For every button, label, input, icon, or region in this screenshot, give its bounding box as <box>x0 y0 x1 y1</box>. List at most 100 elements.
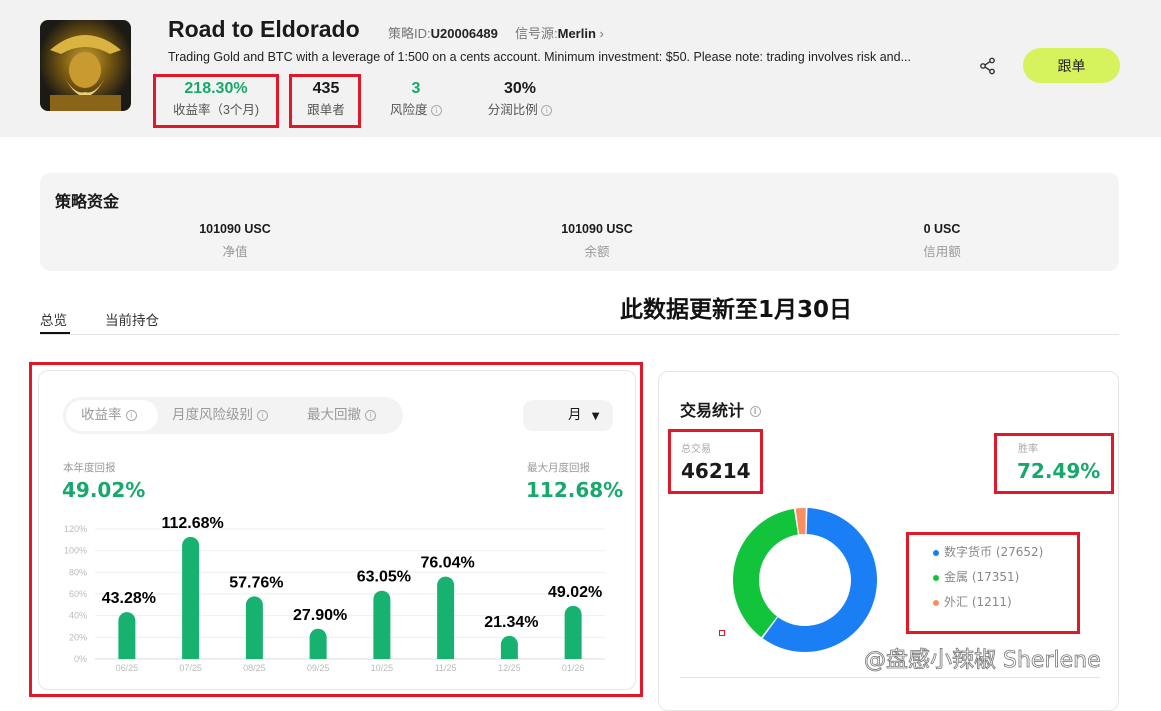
data-label: 76.04% <box>420 555 474 572</box>
x-tick-label: 07/25 <box>179 663 202 673</box>
active-tab-indicator <box>40 332 70 334</box>
donut-segment <box>795 508 806 535</box>
period-value: 月 <box>568 407 582 423</box>
stat-risk: 3 风险度 i <box>380 80 452 118</box>
funds-equity: 101090 USC 净值 <box>135 222 335 260</box>
bar <box>437 576 455 659</box>
annotation-box <box>29 362 643 697</box>
segment-label: 收益率 <box>81 407 122 423</box>
info-icon[interactable]: i <box>431 105 442 117</box>
bar <box>564 605 582 659</box>
annotation-box <box>906 532 1080 634</box>
legend-item-forex: 外汇 (1211) <box>933 593 1043 618</box>
win-rate-value: 72.49% <box>1017 459 1101 483</box>
ytd-value: 49.02% <box>62 478 146 502</box>
segment-label: 月度风险级别 <box>172 407 253 423</box>
strategy-header <box>0 0 1161 137</box>
period-select[interactable]: 月 ▼ <box>523 400 613 431</box>
strategy-id-label: 策略ID: <box>388 26 431 41</box>
panel-divider <box>680 677 1100 678</box>
ytd-label: 本年度回报 <box>63 462 116 474</box>
stat-label: 分润比例 <box>487 103 538 117</box>
bar <box>182 536 200 659</box>
bar <box>245 596 263 659</box>
legend-label: 金属 (17351) <box>944 570 1020 584</box>
info-icon[interactable]: i <box>541 105 553 117</box>
funds-label: 信用额 <box>923 245 961 259</box>
funds-value: 101090 USC <box>561 222 633 236</box>
bar <box>500 635 518 659</box>
stat-label: 收益率（3个月) <box>172 103 260 117</box>
legend-dot <box>933 574 939 581</box>
trade-stats-panel <box>658 371 1119 711</box>
total-trades-label: 总交易 <box>681 444 711 455</box>
annotation-box <box>994 433 1114 494</box>
stat-profit-share: 30% 分润比例 i <box>480 80 560 118</box>
stat-label: 跟单者 <box>307 103 345 117</box>
strategy-description: Trading Gold and BTC with a leverage of … <box>168 50 911 64</box>
stat-value: 218.30% <box>184 80 248 97</box>
donut-segment <box>762 508 877 652</box>
strategy-title: Road to Eldorado <box>168 16 360 42</box>
tab-overview[interactable]: 总览 <box>40 313 67 329</box>
x-tick-label: 09/25 <box>307 663 330 673</box>
info-icon[interactable]: i <box>257 409 269 421</box>
segment-max-drawdown[interactable]: 最大回撤 i <box>307 397 377 434</box>
chevron-down-icon: ▼ <box>591 411 600 422</box>
info-icon[interactable]: i <box>365 409 377 421</box>
legend-item-crypto: 数字货币 (27652) <box>933 543 1043 568</box>
funds-balance: 101090 USC 余额 <box>497 222 697 260</box>
stat-return: 218.30% 收益率（3个月) <box>156 80 276 118</box>
trade-breakdown-donut <box>733 508 877 652</box>
trade-stats-title-text: 交易统计 <box>680 401 745 420</box>
strategy-funds-card <box>40 173 1119 271</box>
data-label: 49.02% <box>548 584 602 601</box>
segment-monthly-risk[interactable]: 月度风险级别 i <box>172 397 269 434</box>
y-tick-label: 120% <box>64 524 87 534</box>
funds-label: 余额 <box>584 245 610 259</box>
signal-source-link[interactable]: 信号源:Merlin › <box>515 23 604 42</box>
stat-value: 435 <box>312 80 340 97</box>
monthly-return-chart: 0% 20% 40% 60% 80% 100% 120% 06/25 43.28% 07/25 11… <box>64 515 605 673</box>
avatar-image <box>50 35 121 111</box>
update-annotation: 此数据更新至1月30日 <box>620 297 853 323</box>
funds-title: 策略资金 <box>55 192 120 211</box>
stat-value: 3 <box>411 80 421 97</box>
trade-stats-title: 交易统计 i <box>680 397 761 421</box>
legend-label: 数字货币 (27652) <box>944 545 1044 559</box>
funds-value: 101090 USC <box>199 222 271 236</box>
legend-label: 外汇 (1211) <box>944 595 1012 609</box>
donut-legend: 数字货币 (27652) 金属 (17351) 外汇 (1211) <box>933 543 1043 618</box>
data-label: 112.68% <box>161 515 223 532</box>
bar <box>118 612 136 659</box>
data-label: 57.76% <box>229 574 283 591</box>
segment-return[interactable]: 收益率 i <box>81 397 137 434</box>
tab-positions[interactable]: 当前持仓 <box>105 313 159 329</box>
x-tick-label: 10/25 <box>371 663 394 673</box>
info-icon[interactable]: i <box>749 406 761 417</box>
x-tick-label: 11/25 <box>435 663 457 673</box>
segment-active-bg <box>66 400 158 431</box>
stat-value: 30% <box>503 80 537 97</box>
x-tick-label: 06/25 <box>116 663 139 673</box>
strategy-avatar <box>40 20 131 111</box>
stat-label: 风险度 <box>390 103 428 117</box>
data-label: 21.34% <box>484 614 538 631</box>
share-icon[interactable] <box>979 57 997 75</box>
donut-segment <box>733 508 798 638</box>
tab-divider <box>40 334 1119 335</box>
data-label: 63.05% <box>357 569 411 586</box>
legend-item-metals: 金属 (17351) <box>933 568 1043 593</box>
funds-credit: 0 USC 信用额 <box>842 222 1042 260</box>
info-icon[interactable]: i <box>125 409 137 421</box>
y-tick-label: 0% <box>74 654 87 664</box>
funds-label: 净值 <box>222 245 248 259</box>
follow-button[interactable]: 跟单 <box>1023 48 1120 83</box>
data-label: 43.28% <box>102 590 156 607</box>
strategy-id: 策略ID:U20006489 <box>388 23 498 42</box>
bar <box>309 628 327 659</box>
win-rate-label: 胜率 <box>1018 444 1038 455</box>
legend-dot <box>933 599 939 606</box>
annotation-marker <box>719 630 725 636</box>
annotation-box <box>668 429 763 494</box>
